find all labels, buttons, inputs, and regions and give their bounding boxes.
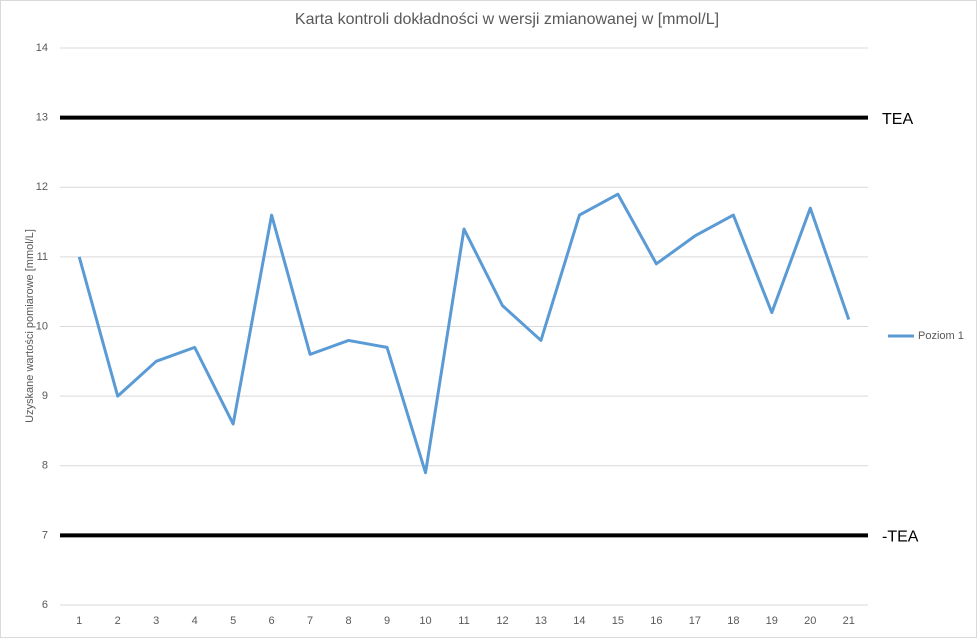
legend-label: Poziom 1 <box>918 330 964 342</box>
x-tick-label: 12 <box>496 615 508 627</box>
data-line <box>77 192 851 475</box>
y-tick-label: 11 <box>37 251 48 263</box>
x-tick-label: 16 <box>650 615 662 627</box>
x-tick-label: 5 <box>230 615 236 627</box>
x-tick-label: 11 <box>458 615 469 627</box>
x-tick-label: 7 <box>307 615 313 627</box>
x-tick-label: 1 <box>76 615 82 627</box>
x-tick-label: 14 <box>573 615 585 627</box>
x-tick-label: 6 <box>269 615 275 627</box>
chart-title: Karta kontroli dokładności w wersji zmia… <box>295 11 719 28</box>
x-tick-label: 3 <box>153 615 159 627</box>
x-tick-label: 21 <box>843 615 855 627</box>
x-tick-label: 4 <box>192 615 198 627</box>
y-tick-label: 8 <box>42 460 48 472</box>
y-tick-label: 9 <box>42 390 48 402</box>
y-tick-label: 12 <box>36 181 48 193</box>
x-tick-label: 19 <box>766 615 778 627</box>
y-tick-label: 14 <box>36 42 48 54</box>
x-tick-label: 15 <box>612 615 624 627</box>
x-tick-label: 9 <box>384 615 390 627</box>
y-tick-label: 13 <box>36 112 48 124</box>
reference-label: -TEA <box>882 529 919 546</box>
x-tick-label: 13 <box>535 615 547 627</box>
y-tick-label: 10 <box>36 320 48 332</box>
y-tick-label: 6 <box>42 599 48 611</box>
reference-label: TEA <box>882 111 913 128</box>
x-tick-label: 20 <box>804 615 816 627</box>
x-tick-label: 17 <box>689 615 701 627</box>
y-tick-label: 7 <box>42 529 48 541</box>
x-tick-label: 2 <box>115 615 121 627</box>
x-tick-label: 10 <box>419 615 431 627</box>
x-tick-label: 8 <box>346 615 352 627</box>
y-axis-label: Uzyskane wartości pomiarowe [mmol/L] <box>24 229 36 423</box>
x-tick-label: 18 <box>727 615 739 627</box>
